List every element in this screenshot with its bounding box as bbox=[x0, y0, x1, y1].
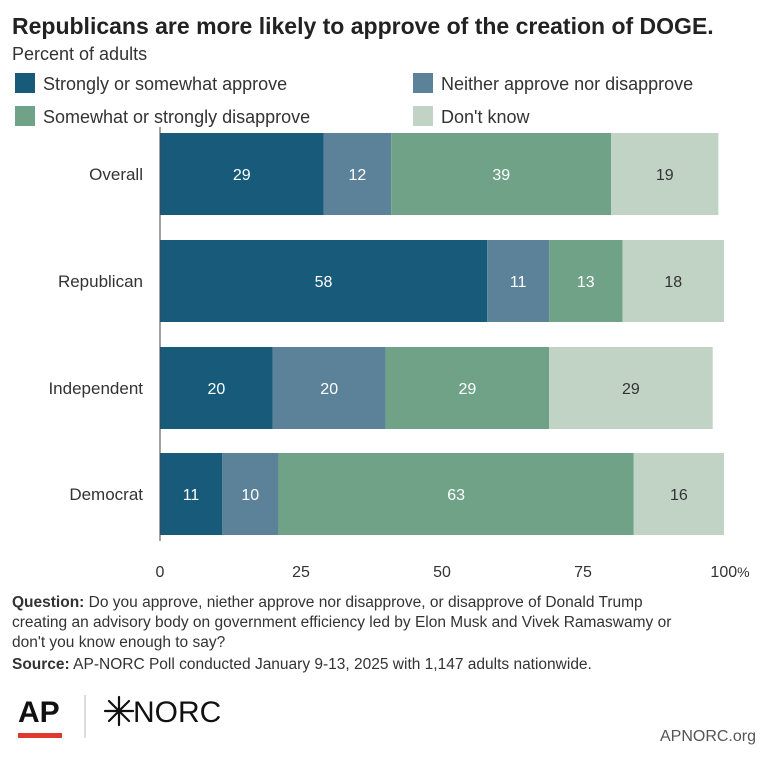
legend-label-3: Don't know bbox=[441, 107, 530, 127]
bar-3-1 bbox=[222, 453, 279, 535]
legend-label-2: Somewhat or strongly disapprove bbox=[43, 107, 310, 127]
chart-title: Republicans are more likely to approve o… bbox=[12, 13, 714, 39]
data-label-2-0: 20 bbox=[208, 381, 226, 398]
bar-0-3 bbox=[611, 133, 719, 215]
x-axis-unit: % bbox=[737, 564, 749, 580]
bar-1-1 bbox=[487, 240, 550, 322]
category-label-2: Independent bbox=[48, 379, 143, 398]
footnote: Question: Do you approve, niether approv… bbox=[12, 594, 671, 673]
data-label-1-2: 13 bbox=[577, 274, 595, 291]
website-label: APNORC.org bbox=[660, 728, 756, 745]
bar-3-2 bbox=[278, 453, 634, 535]
question-label: Question: bbox=[12, 594, 84, 611]
bar-0-0 bbox=[160, 133, 324, 215]
x-tick-label-2: 50 bbox=[433, 564, 451, 581]
bar-0-1 bbox=[323, 133, 392, 215]
legend-swatch-2 bbox=[15, 106, 35, 126]
chart-subtitle: Percent of adults bbox=[12, 44, 147, 64]
data-label-3-3: 16 bbox=[670, 487, 688, 504]
question-line-2: creating an advisory body on government … bbox=[12, 614, 671, 631]
legend-label-1: Neither approve nor disapprove bbox=[441, 74, 693, 94]
data-label-0-3: 19 bbox=[656, 167, 674, 184]
source-label: Source: bbox=[12, 656, 70, 673]
bar-2-3 bbox=[549, 347, 713, 429]
data-label-3-1: 10 bbox=[241, 487, 259, 504]
branding: AP NORC APNORC.org bbox=[18, 695, 756, 745]
data-label-1-0: 58 bbox=[315, 274, 333, 291]
data-label-0-1: 12 bbox=[349, 167, 367, 184]
legend-label-0: Strongly or somewhat approve bbox=[43, 74, 287, 94]
source-line: Source: AP-NORC Poll conducted January 9… bbox=[12, 656, 592, 673]
bar-1-0 bbox=[160, 240, 488, 322]
category-label-1: Republican bbox=[58, 272, 143, 291]
star-burst-icon bbox=[103, 695, 135, 727]
legend: Strongly or somewhat approve Neither appr… bbox=[15, 73, 693, 127]
data-label-0-2: 39 bbox=[492, 167, 510, 184]
question-text-1: Do you approve, niether approve nor disa… bbox=[84, 594, 642, 611]
bar-3-3 bbox=[633, 453, 724, 535]
x-tick-label-3: 75 bbox=[574, 564, 592, 581]
x-tick-label-4: 100% bbox=[710, 564, 749, 581]
bar-1-3 bbox=[622, 240, 724, 322]
ap-logo-underline bbox=[18, 733, 62, 738]
x-tick-label-0: 0 bbox=[156, 564, 165, 581]
bars: 29 12 39 19 58 11 13 18 20 20 29 29 11 10 63 16 bbox=[160, 133, 724, 535]
bar-3-0 bbox=[160, 453, 223, 535]
data-label-1-1: 11 bbox=[510, 274, 527, 291]
category-label-3: Democrat bbox=[69, 485, 143, 504]
question-line-3: don't you know enough to say? bbox=[12, 634, 226, 651]
legend-swatch-3 bbox=[413, 106, 433, 126]
category-labels: Overall Republican Independent Democrat bbox=[48, 165, 143, 504]
x-axis: 0 25 50 75 100% bbox=[156, 127, 750, 581]
bar-2-1 bbox=[272, 347, 386, 429]
ap-logo: AP bbox=[18, 696, 60, 729]
data-label-3-0: 11 bbox=[183, 487, 200, 504]
data-label-3-2: 63 bbox=[447, 487, 465, 504]
data-label-0-0: 29 bbox=[233, 167, 251, 184]
bar-0-2 bbox=[391, 133, 612, 215]
data-label-2-1: 20 bbox=[320, 381, 338, 398]
data-label-2-3: 29 bbox=[622, 381, 640, 398]
legend-swatch-0 bbox=[15, 73, 35, 93]
norc-logo: NORC bbox=[133, 696, 221, 729]
legend-swatch-1 bbox=[413, 73, 433, 93]
source-text: AP-NORC Poll conducted January 9-13, 202… bbox=[70, 656, 592, 673]
bar-2-0 bbox=[160, 347, 273, 429]
category-label-0: Overall bbox=[89, 165, 143, 184]
data-label-1-3: 18 bbox=[664, 274, 682, 291]
data-label-2-2: 29 bbox=[458, 381, 476, 398]
bar-2-2 bbox=[385, 347, 550, 429]
bar-1-2 bbox=[549, 240, 623, 322]
x-tick-label-1: 25 bbox=[292, 564, 310, 581]
question-line-1: Question: Do you approve, niether approv… bbox=[12, 594, 643, 611]
